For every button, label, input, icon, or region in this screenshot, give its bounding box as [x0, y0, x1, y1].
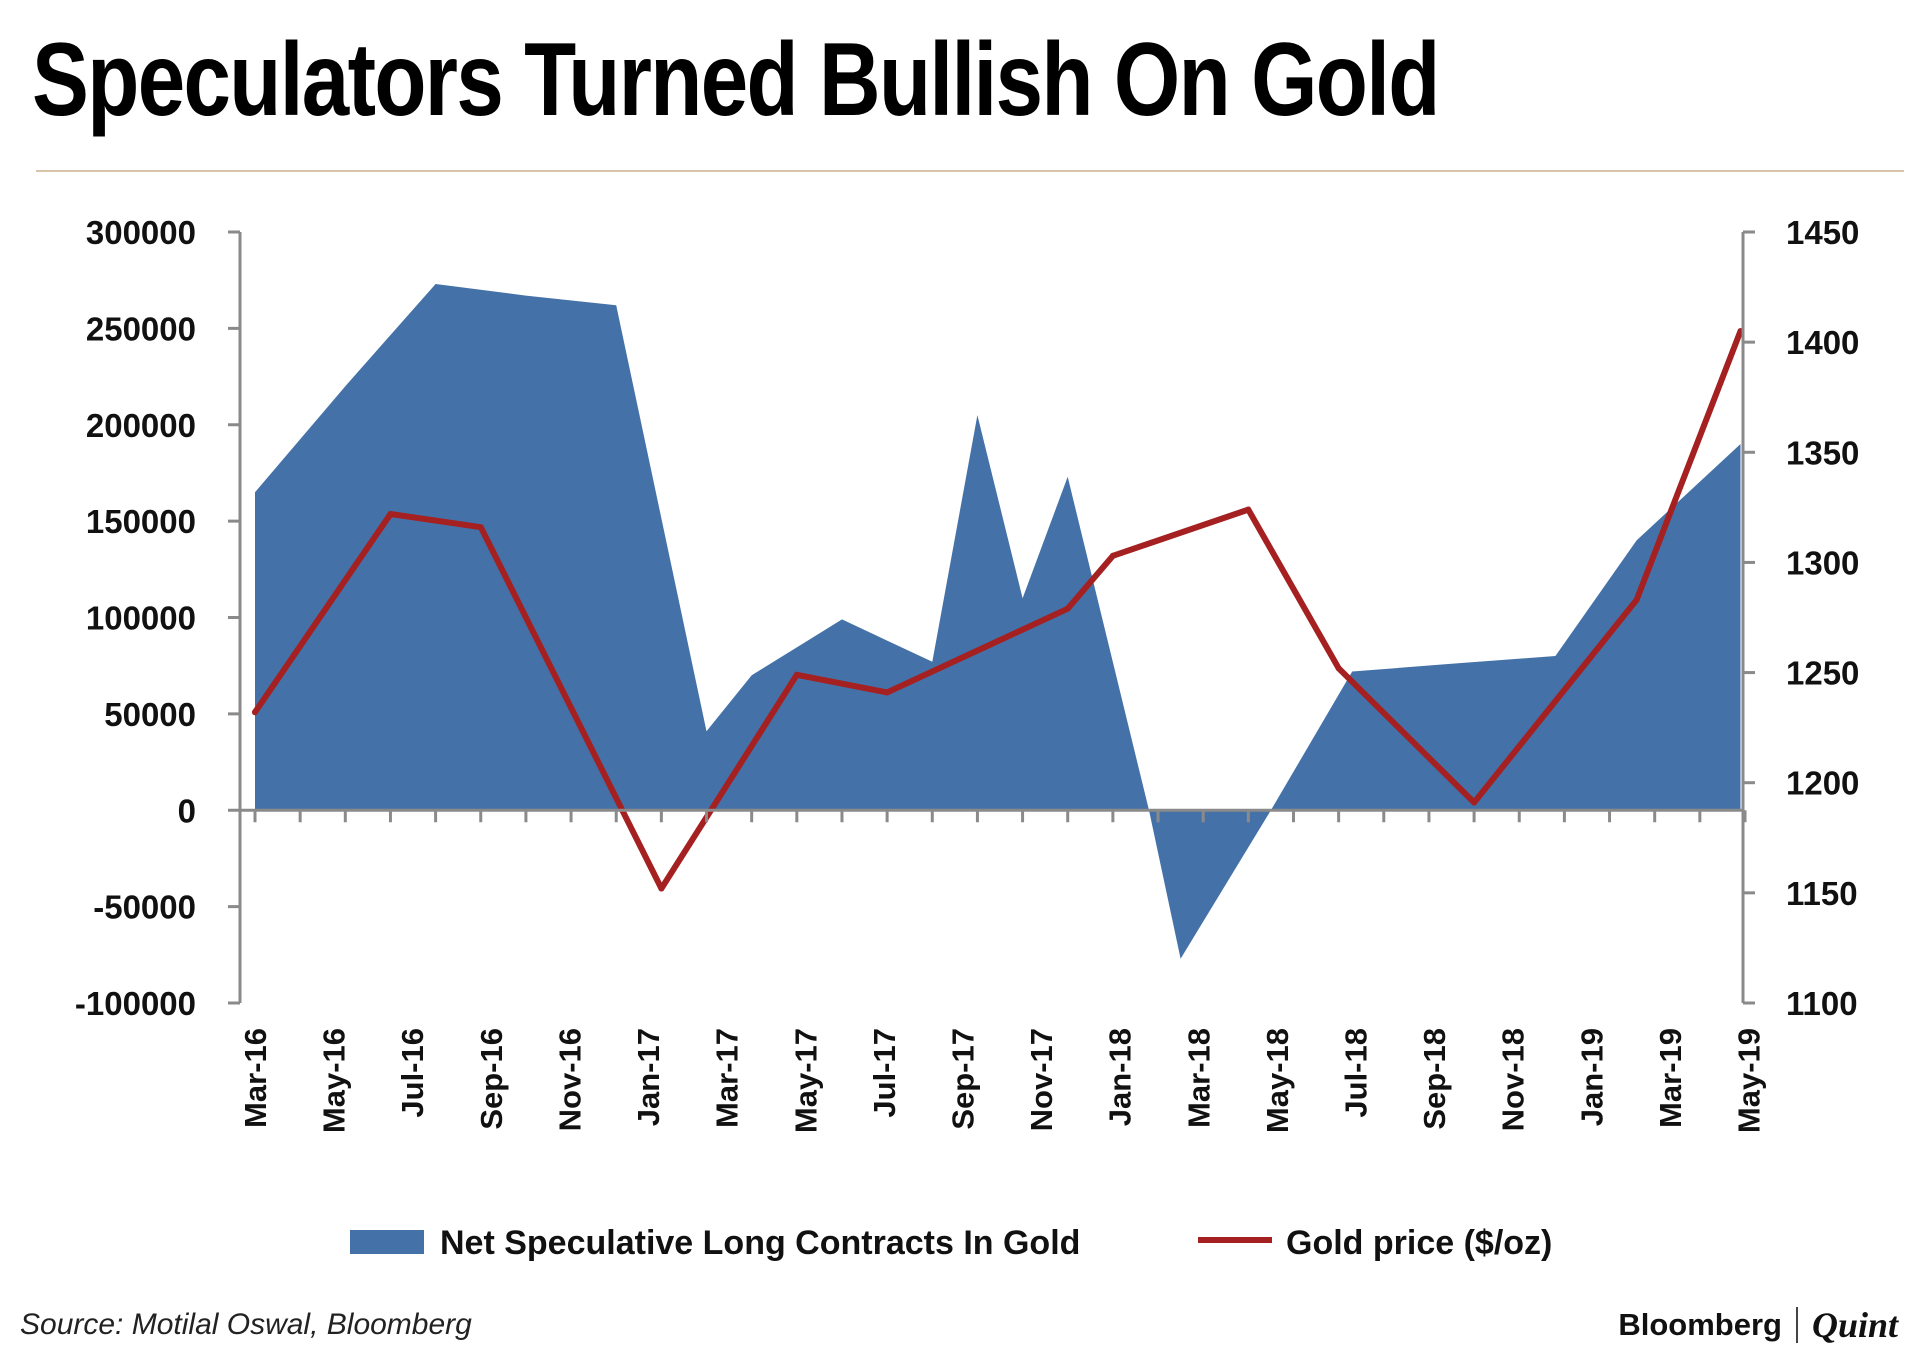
x-axis-label: Nov-18 [1496, 1028, 1531, 1131]
x-axis-label: May-18 [1260, 1028, 1295, 1133]
right-axis-tick-label: 1300 [1786, 544, 1859, 581]
x-axis-label: May-19 [1732, 1028, 1767, 1133]
chart: 300000 250000 200000 150000 100000 50000 0 -500… [75, 214, 1860, 1262]
net-speculative-area [255, 284, 1741, 959]
chart-title: Speculators Turned Bullish On Gold [32, 22, 1440, 138]
left-axis-tick-label: -100000 [75, 985, 196, 1022]
source-note: Source: Motilal Oswal, Bloomberg [20, 1308, 472, 1341]
brand-secondary: Quint [1811, 1305, 1898, 1345]
left-axis-tick-label: -50000 [93, 889, 196, 926]
x-axis-label: May-16 [317, 1028, 352, 1133]
left-axis-tick-label: 200000 [86, 407, 196, 444]
left-axis-tick-label: 0 [178, 792, 196, 829]
gold-price-point [1335, 665, 1342, 672]
brand-primary: Bloomberg [1618, 1307, 1782, 1342]
title-divider [36, 170, 1904, 172]
right-axis-tick-label: 1150 [1786, 875, 1858, 912]
gold-price-point [1064, 605, 1071, 612]
gold-price-point [387, 511, 394, 517]
x-axis-label: Sep-17 [946, 1028, 981, 1130]
x-axis-label: Jan-17 [631, 1028, 666, 1126]
line-layer [252, 328, 1744, 892]
x-axis-label: Mar-16 [238, 1028, 273, 1128]
x-axis-label: Jan-18 [1103, 1028, 1138, 1126]
right-axis-tick-label: 1100 [1786, 985, 1858, 1022]
x-axis-label: Jul-17 [867, 1028, 902, 1118]
area-layer [255, 284, 1741, 959]
x-axis-label: Nov-16 [552, 1028, 587, 1131]
right-axis-tick-label: 1400 [1786, 324, 1859, 361]
brand-logo: Bloomberg Quint [1618, 1304, 1898, 1346]
left-axis-tick-label: 150000 [86, 503, 196, 540]
right-axis-tick-label: 1200 [1786, 765, 1859, 802]
gold-price-point [477, 524, 484, 531]
left-axis-tick-label: 250000 [86, 310, 196, 347]
x-axis-label: Mar-18 [1181, 1028, 1216, 1128]
gold-price-point [884, 689, 891, 696]
left-axis-tick-label: 50000 [104, 696, 196, 733]
legend: Net Speculative Long Contracts In Gold G… [350, 1224, 1552, 1262]
brand-separator [1795, 1307, 1798, 1343]
x-axis-label: Sep-18 [1417, 1028, 1452, 1130]
axis-layer: 300000 250000 200000 150000 100000 50000 0 -500… [75, 214, 1860, 1133]
gold-price-point [658, 885, 665, 892]
x-axis-label: Sep-16 [474, 1028, 509, 1130]
x-axis-label: Jul-18 [1339, 1028, 1374, 1118]
x-axis-label: Nov-17 [1024, 1028, 1059, 1131]
x-axis-label: Mar-17 [710, 1028, 745, 1128]
gold-price-point [252, 709, 258, 716]
x-axis-label: Jul-16 [395, 1028, 430, 1118]
gold-price-point [1245, 506, 1252, 513]
x-axis-label: Mar-19 [1653, 1028, 1688, 1128]
legend-line-label: Gold price ($/oz) [1286, 1224, 1552, 1262]
right-axis-tick-label: 1250 [1786, 655, 1859, 692]
left-axis-tick-label: 300000 [86, 214, 196, 251]
right-axis-tick-label: 1450 [1786, 214, 1859, 251]
legend-area-label: Net Speculative Long Contracts In Gold [440, 1224, 1080, 1262]
legend-area-swatch [350, 1230, 424, 1254]
right-axis-tick-label: 1350 [1786, 434, 1859, 471]
x-axis-label: Jan-19 [1574, 1028, 1609, 1126]
gold-price-point [1109, 552, 1116, 559]
gold-price-point [1471, 799, 1478, 806]
left-axis-tick-label: 100000 [86, 600, 196, 637]
gold-price-point [1633, 596, 1640, 603]
x-axis-label: May-17 [788, 1028, 823, 1133]
gold-price-point [793, 671, 800, 678]
